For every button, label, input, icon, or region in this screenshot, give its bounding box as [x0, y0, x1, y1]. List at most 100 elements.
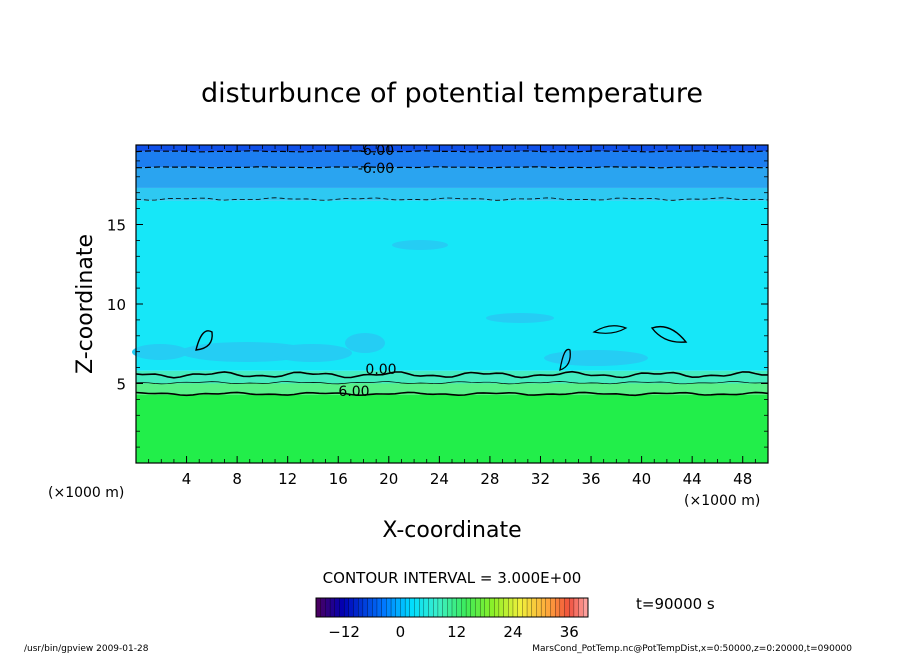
colorbar-cell-21 [414, 597, 420, 618]
anomaly-patch-4 [486, 313, 554, 323]
contour-line-minus6-lower [136, 166, 769, 169]
layer-band-5 [136, 167, 768, 188]
colorbar-cell-32 [465, 597, 472, 618]
x-tick-label-8: 36 [581, 470, 600, 488]
colorbar-ticks: −12 0 12 24 36 [328, 623, 578, 641]
colorbar-cell-43 [517, 597, 523, 618]
colorbar-cell-2 [325, 597, 331, 618]
contour-line-3 [135, 381, 768, 385]
colorbar-cell-17 [395, 597, 401, 618]
colorbar-cell-30 [456, 597, 462, 618]
colorbar-cell-48 [540, 597, 547, 618]
colorbar-cell-38 [494, 597, 500, 618]
colorbar-tick-0: −12 [328, 623, 360, 641]
colorbar-cell-49 [545, 597, 551, 618]
colorbar-cell-53 [564, 597, 570, 618]
anomaly-patch-6 [132, 344, 188, 360]
colorbar-cell-33 [470, 597, 476, 618]
anomaly-patch-3 [544, 350, 648, 366]
colorbar-cell-23 [423, 597, 430, 618]
colorbar-cell-34 [475, 597, 481, 618]
colorbar-cell-54 [569, 597, 575, 618]
colorbar-cell-40 [503, 597, 509, 618]
colorbar-cell-14 [381, 597, 387, 618]
colorbar-cell-31 [461, 597, 467, 618]
colorbar-cell-45 [526, 597, 533, 618]
colorbar-cell-46 [531, 597, 537, 618]
colorbar-cell-37 [489, 597, 495, 618]
x-tick-label-11: 48 [733, 470, 752, 488]
y-tick-label-0: 5 [116, 376, 126, 394]
colorbar-cell-0 [315, 597, 322, 618]
colorbar-cell-10 [362, 597, 369, 618]
colorbar-cell-52 [559, 597, 566, 618]
contour-label-0: -6.00 [358, 143, 394, 159]
x-axis: 4 8 12 16 20 24 28 32 36 40 44 48 [148, 145, 756, 488]
colorbar-cell-3 [329, 597, 336, 618]
colorbar-cell-39 [498, 597, 505, 618]
chart-title: disturbunce of potential temperature [201, 78, 703, 109]
anomaly-patch-2 [345, 333, 385, 353]
contour-label-1: -6.00 [358, 161, 394, 177]
colorbar-cell-41 [508, 597, 514, 618]
colorbar-tick-2: 12 [447, 623, 466, 641]
y-tick-label-2: 15 [107, 217, 126, 235]
contour-interval-label: CONTOUR INTERVAL = 3.000E+00 [323, 569, 582, 587]
colorbar-cell-25 [433, 597, 439, 618]
x-tick-label-0: 4 [182, 470, 192, 488]
x-tick-label-6: 28 [480, 470, 499, 488]
anomaly-patch-1 [272, 344, 352, 362]
time-label: t=90000 s [636, 595, 715, 613]
colorbar-cell-9 [358, 597, 364, 618]
contour-label-2: 0.00 [365, 362, 396, 378]
colorbar-cell-51 [555, 597, 561, 618]
footer-right: MarsCond_PotTemp.nc@PotTempDist,x=0:5000… [532, 644, 852, 654]
anomaly-patch-5 [392, 240, 448, 250]
contour-field: -6.00 -6.00 0.00 6.00 [132, 143, 769, 463]
colorbar-cell-50 [550, 597, 556, 618]
colorbar [315, 597, 589, 618]
layer-band-0 [136, 394, 768, 463]
contour-line-minus6-upper [135, 150, 769, 153]
contour-line-6 [135, 391, 769, 397]
colorbar-cell-55 [573, 597, 580, 618]
x-unit-right: (×1000 m) [684, 493, 760, 509]
x-tick-label-4: 20 [379, 470, 398, 488]
colorbar-cell-26 [437, 597, 444, 618]
layer-band-6 [136, 151, 768, 168]
colorbar-cell-47 [536, 597, 542, 618]
contour-island-4 [592, 325, 628, 334]
colorbar-cell-24 [428, 597, 434, 618]
colorbar-cell-6 [343, 597, 350, 618]
contour-label-3: 6.00 [338, 384, 369, 400]
y-tick-label-1: 10 [107, 296, 126, 314]
x-unit-left: (×1000 m) [48, 485, 124, 501]
colorbar-cell-20 [409, 597, 415, 618]
y-axis: 5 10 15 [107, 160, 768, 448]
colorbar-cell-35 [479, 597, 486, 618]
colorbar-cell-1 [320, 597, 326, 618]
x-tick-label-5: 24 [430, 470, 449, 488]
colorbar-cell-5 [339, 597, 345, 618]
x-tick-label-7: 32 [531, 470, 550, 488]
colorbar-cell-22 [419, 597, 425, 618]
footer-left: /usr/bin/gpview 2009-01-28 [24, 644, 149, 654]
contour-island-1 [195, 330, 213, 351]
colorbar-cell-42 [512, 597, 519, 618]
layer-band-4 [136, 187, 768, 201]
colorbar-tick-1: 0 [396, 623, 406, 641]
colorbar-cell-29 [451, 597, 458, 618]
colorbar-cell-11 [367, 597, 373, 618]
layer-band-1 [136, 383, 768, 395]
colorbar-cell-12 [372, 597, 378, 618]
colorbar-cell-36 [484, 597, 490, 618]
colorbar-cell-56 [578, 597, 584, 618]
x-tick-label-3: 16 [329, 470, 348, 488]
contour-island-3 [559, 348, 571, 371]
colorbar-tick-4: 36 [560, 623, 579, 641]
colorbar-frame [315, 597, 589, 618]
colorbar-cell-19 [404, 597, 411, 618]
x-tick-label-1: 8 [232, 470, 242, 488]
colorbar-cell-16 [390, 597, 397, 618]
y-axis-label: Z-coordinate [73, 234, 98, 374]
